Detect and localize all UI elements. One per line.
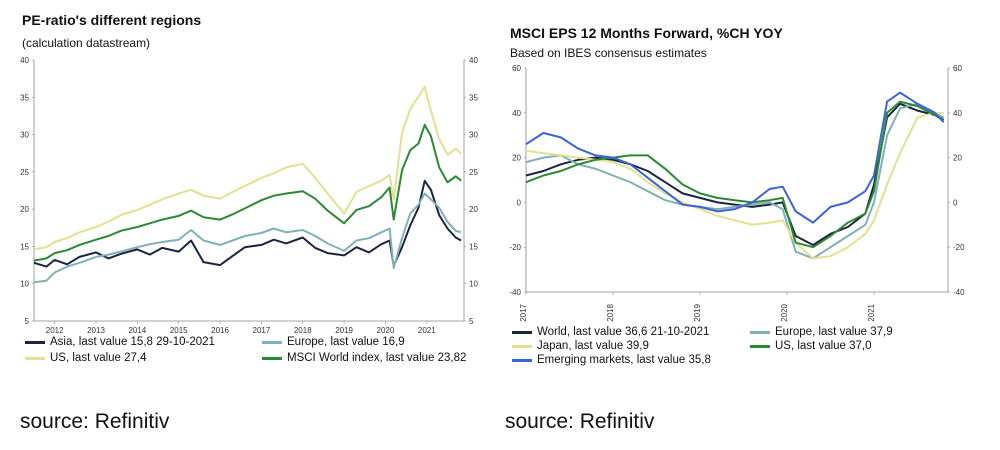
legend-item-msci-world: MSCI World index, last value 23,82 [262, 352, 466, 364]
y-tick-label-right: 15 [469, 242, 478, 251]
chart-subtitle: (calculation datastream) [22, 36, 151, 50]
source-note: source: Refinitiv [505, 410, 655, 433]
legend-swatch-us [25, 356, 45, 360]
legend-item-us: US, last value 37,0 [750, 340, 872, 352]
y-tick-label-left: 5 [25, 317, 30, 326]
series-line-asia [33, 179, 462, 268]
chart-subtitle: Based on IBES consensus estimates [510, 46, 707, 60]
y-tick-label-left: 10 [20, 280, 29, 289]
x-tick-label: 2019 [335, 326, 353, 335]
legend-item-emerging-markets: Emerging markets, last value 35,8 [512, 354, 711, 366]
y-tick-label-right: 20 [469, 205, 478, 214]
legend-label-emerging-markets: Emerging markets, last value 35,8 [537, 354, 711, 366]
legend-swatch-msci-world [262, 356, 282, 360]
series-line-europe [525, 102, 945, 260]
y-tick-label-right: 60 [953, 64, 962, 73]
x-tick-label: 2015 [170, 326, 188, 335]
source-note: source: Refinitiv [20, 410, 170, 433]
y-tick-label-left: 60 [512, 64, 521, 73]
eps-growth-panel: MSCI EPS 12 Months Forward, %CH YOY Base… [500, 0, 1000, 395]
legend-label-us: US, last value 37,0 [775, 340, 872, 352]
y-tick-label-left: 30 [20, 131, 29, 140]
x-tick-label: 2017 [519, 303, 528, 321]
y-tick-label-left: 20 [20, 205, 29, 214]
x-tick-label: 2018 [294, 326, 312, 335]
legend-label-japan: Japan, last value 39,9 [537, 340, 649, 352]
y-tick-label-left: -20 [509, 243, 521, 252]
legend-swatch-world [512, 330, 532, 334]
series-line-japan [525, 111, 944, 260]
x-tick-label: 2020 [780, 303, 789, 321]
x-tick-label: 2019 [693, 303, 702, 321]
chart-title: PE-ratio's different regions [22, 12, 202, 28]
legend-swatch-europe [750, 330, 770, 334]
y-tick-label-right: 10 [469, 280, 478, 289]
y-tick-label-right: 35 [469, 93, 478, 102]
y-tick-label-right: 40 [953, 109, 962, 118]
y-tick-label-left: 20 [512, 154, 521, 163]
x-tick-label: 2016 [211, 326, 229, 335]
chart-title: MSCI EPS 12 Months Forward, %CH YOY [510, 25, 783, 41]
x-tick-label: 2021 [418, 326, 436, 335]
x-tick-label: 2014 [128, 326, 146, 335]
legend-label-world: World, last value 36,6 21-10-2021 [537, 326, 710, 338]
legend-label-us: US, last value 27,4 [50, 352, 147, 364]
legend-label-msci-world: MSCI World index, last value 23,82 [287, 352, 467, 364]
y-tick-label-right: 20 [953, 154, 962, 163]
legend-label-asia: Asia, last value 15,8 29-10-2021 [50, 336, 215, 348]
y-tick-label-right: 30 [469, 131, 478, 140]
series-line-emerging [525, 91, 945, 224]
legend-item-world: World, last value 36,6 21-10-2021 [512, 326, 709, 338]
legend-swatch-emerging-markets [512, 358, 532, 362]
legend-swatch-japan [512, 344, 532, 348]
y-tick-label-left: 40 [20, 56, 29, 65]
y-tick-label-left: 25 [20, 168, 29, 177]
legend-swatch-europe [262, 340, 282, 344]
legend-item-europe: Europe, last value 16,9 [262, 336, 405, 348]
x-tick-label: 2017 [253, 326, 271, 335]
x-tick-label: 2021 [867, 303, 876, 321]
series-line-us-right [525, 100, 945, 249]
x-tick-label: 2020 [377, 326, 395, 335]
x-tick-label: 2012 [46, 326, 64, 335]
pe-ratio-panel: PE-ratio's different regions (calculatio… [0, 0, 490, 395]
series-line-world [525, 102, 945, 246]
legend-item-asia: Asia, last value 15,8 29-10-2021 [25, 336, 215, 348]
y-tick-label-left: 35 [20, 93, 29, 102]
legend-item-japan: Japan, last value 39,9 [512, 340, 649, 352]
legend-item-us: US, last value 27,4 [25, 352, 147, 364]
legend-label-europe: Europe, last value 37,9 [775, 326, 893, 338]
y-tick-label-right: -40 [953, 288, 965, 297]
series-line-msci-world [33, 123, 462, 262]
legend-item-europe: Europe, last value 37,9 [750, 326, 893, 338]
y-tick-label-left: 15 [20, 242, 29, 251]
series-line-europe [33, 192, 462, 284]
y-tick-label-left: -40 [509, 288, 521, 297]
legend-swatch-asia [25, 340, 45, 344]
y-tick-label-right: 0 [953, 198, 958, 207]
y-tick-label-left: 40 [512, 109, 521, 118]
legend-label-europe: Europe, last value 16,9 [287, 336, 405, 348]
x-tick-label: 2018 [606, 303, 615, 321]
series-line-us-left [33, 85, 462, 251]
y-tick-label-left: 0 [517, 198, 522, 207]
y-tick-label-right: 5 [469, 317, 474, 326]
y-tick-label-right: -20 [953, 243, 965, 252]
y-tick-label-right: 25 [469, 168, 478, 177]
legend-swatch-us [750, 344, 770, 348]
x-tick-label: 2013 [87, 326, 105, 335]
y-tick-label-right: 40 [469, 56, 478, 65]
